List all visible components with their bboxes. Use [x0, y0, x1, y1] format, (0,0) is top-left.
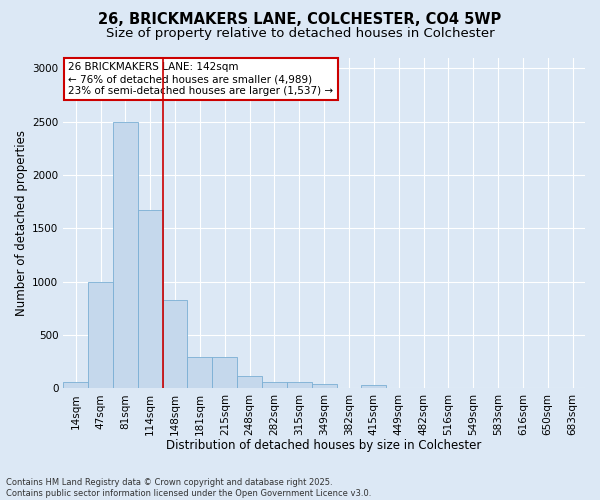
Bar	[312, 384, 337, 388]
Bar	[212, 358, 237, 388]
Text: Contains HM Land Registry data © Crown copyright and database right 2025.
Contai: Contains HM Land Registry data © Crown c…	[6, 478, 371, 498]
Bar	[361, 385, 386, 388]
Bar	[287, 382, 312, 388]
Bar	[88, 282, 113, 389]
Text: 26 BRICKMAKERS LANE: 142sqm
← 76% of detached houses are smaller (4,989)
23% of : 26 BRICKMAKERS LANE: 142sqm ← 76% of det…	[68, 62, 334, 96]
Text: 26, BRICKMAKERS LANE, COLCHESTER, CO4 5WP: 26, BRICKMAKERS LANE, COLCHESTER, CO4 5W…	[98, 12, 502, 28]
Bar	[237, 376, 262, 388]
Bar	[262, 382, 287, 388]
X-axis label: Distribution of detached houses by size in Colchester: Distribution of detached houses by size …	[166, 440, 482, 452]
Bar	[113, 122, 138, 388]
Bar	[63, 382, 88, 388]
Bar	[163, 300, 187, 388]
Text: Size of property relative to detached houses in Colchester: Size of property relative to detached ho…	[106, 28, 494, 40]
Bar	[138, 210, 163, 388]
Bar	[187, 358, 212, 388]
Y-axis label: Number of detached properties: Number of detached properties	[15, 130, 28, 316]
